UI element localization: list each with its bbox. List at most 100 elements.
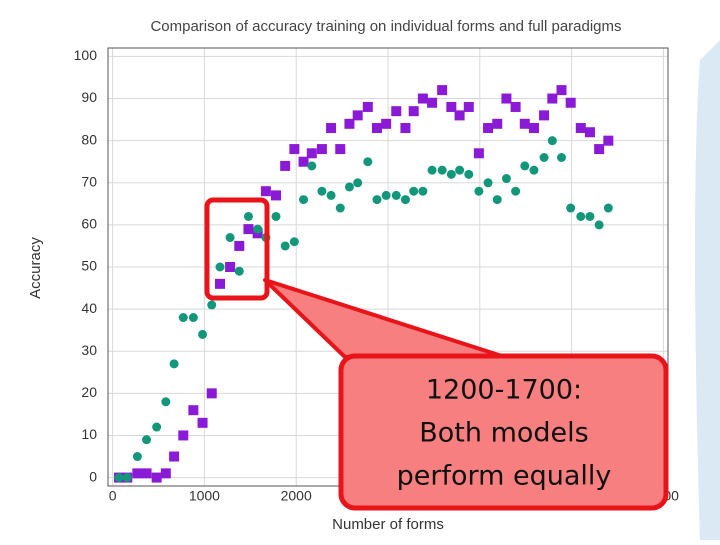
x-tick-label: 1000 xyxy=(189,488,220,504)
y-tick-label: 10 xyxy=(81,426,97,442)
y-tick-label: 60 xyxy=(81,216,97,232)
point xyxy=(473,148,484,159)
point xyxy=(298,156,309,167)
marks xyxy=(114,85,614,483)
point xyxy=(556,85,567,96)
point xyxy=(381,118,392,129)
point xyxy=(566,203,576,213)
point xyxy=(353,178,363,188)
point xyxy=(317,186,327,196)
y-tick-label: 90 xyxy=(81,89,97,105)
point xyxy=(260,186,271,197)
point xyxy=(501,174,511,184)
callout-box xyxy=(338,353,669,511)
point xyxy=(492,118,503,129)
point xyxy=(539,153,549,162)
point xyxy=(215,262,225,272)
point xyxy=(594,144,605,155)
callout-line: Both models xyxy=(419,418,588,449)
point xyxy=(352,110,363,121)
point xyxy=(464,169,474,179)
point xyxy=(510,101,521,112)
point xyxy=(306,148,317,159)
point xyxy=(280,241,290,251)
point xyxy=(529,165,539,175)
point xyxy=(234,266,244,276)
point xyxy=(253,224,263,234)
point xyxy=(417,93,428,104)
point xyxy=(492,195,502,205)
point xyxy=(446,169,456,179)
point xyxy=(584,127,595,138)
y-tick-label: 50 xyxy=(81,258,97,274)
grid xyxy=(108,48,668,486)
point xyxy=(474,186,484,196)
y-tick-label: 20 xyxy=(81,384,97,400)
point xyxy=(178,430,189,441)
point xyxy=(122,473,132,483)
point xyxy=(408,106,419,117)
x-tick-label: 2000 xyxy=(281,488,312,504)
point xyxy=(418,186,428,196)
callout: 1200-1700: Both models perform equally xyxy=(204,197,669,511)
point xyxy=(326,190,336,200)
point xyxy=(344,182,354,192)
point xyxy=(142,435,152,445)
point xyxy=(400,123,411,134)
point xyxy=(335,144,346,155)
point xyxy=(539,110,550,121)
point xyxy=(326,123,337,134)
point xyxy=(234,240,245,251)
point xyxy=(437,165,447,175)
callout-line: 1200-1700: xyxy=(426,375,582,406)
point xyxy=(299,195,309,205)
point xyxy=(132,452,142,462)
point xyxy=(198,329,208,339)
x-axis-label: Number of forms xyxy=(332,516,444,533)
point xyxy=(243,224,254,235)
point xyxy=(520,161,530,171)
point xyxy=(289,144,300,155)
point xyxy=(463,101,474,112)
point xyxy=(225,233,235,243)
point xyxy=(307,161,317,171)
point xyxy=(446,101,457,112)
y-tick-label: 80 xyxy=(81,131,97,147)
y-axis-label: Accuracy xyxy=(27,237,44,299)
callout-line: perform equally xyxy=(397,461,612,492)
point xyxy=(132,468,143,479)
point xyxy=(188,313,198,323)
point xyxy=(188,405,199,416)
y-tick-label: 70 xyxy=(81,173,97,189)
point xyxy=(565,97,576,108)
point xyxy=(585,211,595,221)
slide-decoration xyxy=(695,40,720,540)
point xyxy=(114,473,124,483)
point xyxy=(547,93,558,104)
point xyxy=(575,123,586,134)
point xyxy=(225,262,236,272)
point xyxy=(289,237,299,247)
point xyxy=(207,300,217,310)
point xyxy=(483,123,494,134)
y-tick-label: 0 xyxy=(89,468,97,484)
point xyxy=(576,211,586,221)
point xyxy=(547,136,557,146)
highlight-box xyxy=(204,197,270,301)
point xyxy=(427,97,438,108)
point xyxy=(280,160,291,171)
point xyxy=(511,186,521,196)
point xyxy=(271,190,281,201)
callout-pointer xyxy=(263,278,507,359)
point xyxy=(519,118,530,129)
point xyxy=(391,106,402,117)
point xyxy=(363,157,373,167)
point xyxy=(215,278,225,289)
y-tick-label: 40 xyxy=(81,300,97,316)
point xyxy=(316,144,327,155)
point xyxy=(409,186,419,196)
point xyxy=(400,195,410,205)
point xyxy=(371,123,382,134)
